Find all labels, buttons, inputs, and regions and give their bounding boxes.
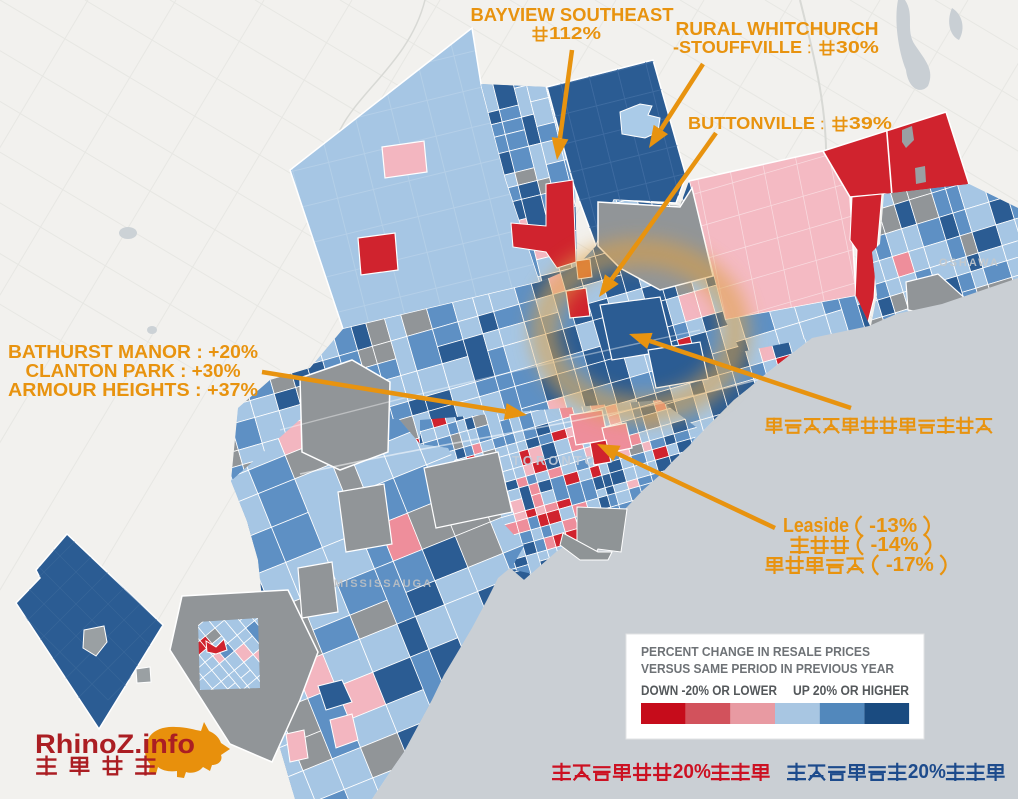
svg-text:-14%: -14% [871, 533, 919, 556]
svg-text:RURAL WHITCHURCH: RURAL WHITCHURCH [676, 19, 879, 39]
svg-text:BUTTONVILLE: BUTTONVILLE [688, 113, 815, 133]
svg-text:TORONTO: TORONTO [512, 453, 598, 468]
svg-text:-STOUFFVILLE: -STOUFFVILLE [673, 37, 802, 57]
svg-text:30%: 30% [836, 37, 879, 57]
svg-text:RhinoZ.info: RhinoZ.info [35, 729, 195, 759]
svg-text:BAYVIEW SOUTHEAST: BAYVIEW SOUTHEAST [471, 5, 674, 25]
svg-text:UP 20% OR HIGHER: UP 20% OR HIGHER [793, 683, 909, 698]
svg-text:ARMOUR HEIGHTS : +37%: ARMOUR HEIGHTS : +37% [8, 380, 258, 400]
svg-text:MISSISSAUGA: MISSISSAUGA [334, 578, 433, 590]
svg-text:Leaside: Leaside [783, 514, 849, 537]
svg-text:-13%: -13% [869, 514, 917, 537]
svg-text:OSHAWA: OSHAWA [939, 257, 1000, 269]
svg-text:-17%: -17% [886, 553, 934, 576]
svg-text:CLANTON PARK : +30%: CLANTON PARK : +30% [26, 361, 241, 381]
svg-text:VERSUS SAME PERIOD IN PREVIOUS: VERSUS SAME PERIOD IN PREVIOUS YEAR [641, 661, 895, 676]
svg-text:DOWN -20% OR LOWER: DOWN -20% OR LOWER [641, 683, 777, 698]
svg-text:112%: 112% [549, 23, 601, 43]
svg-text:39%: 39% [849, 113, 892, 133]
svg-text:PERCENT CHANGE IN RESALE PRICE: PERCENT CHANGE IN RESALE PRICES [641, 644, 870, 659]
svg-text:BATHURST MANOR : +20%: BATHURST MANOR : +20% [8, 342, 258, 362]
svg-text:20%: 20% [908, 760, 946, 783]
svg-text:20%: 20% [673, 760, 711, 783]
